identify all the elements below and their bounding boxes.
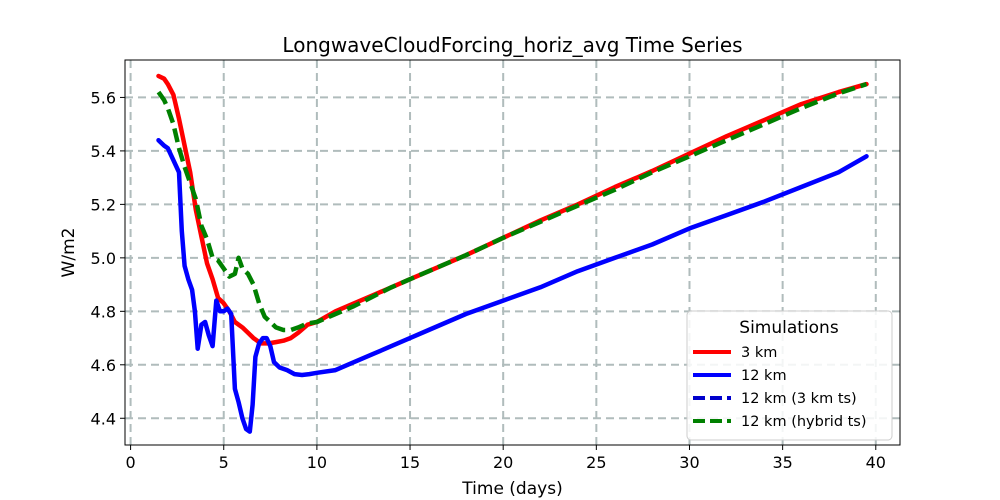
x-tick-label: 10 <box>307 453 327 472</box>
legend-box <box>686 310 893 441</box>
series-12km-line <box>156 137 869 434</box>
x-tick-label: 0 <box>125 453 135 472</box>
x-tick-label: 25 <box>586 453 606 472</box>
x-tick-label: 35 <box>772 453 792 472</box>
x-tick-label: 40 <box>866 453 886 472</box>
chart-title: LongwaveCloudForcing_horiz_avg Time Seri… <box>282 33 742 57</box>
legend-label-12km: 12 km <box>741 368 787 384</box>
plot-area <box>156 73 869 434</box>
axis-ticks: 0 5 10 15 20 25 30 35 40 4.4 4.6 4.8 5.0 5.2 5.4 5.6 <box>91 88 886 472</box>
y-tick-label: 4.6 <box>91 356 116 375</box>
y-axis-label: W/m2 <box>59 228 79 278</box>
x-axis-label: Time (days) <box>461 479 562 499</box>
x-tick-label: 30 <box>679 453 699 472</box>
y-tick-label: 4.4 <box>91 409 116 428</box>
legend: Simulations 3 km 12 km 12 km (3 km ts) 1… <box>686 310 893 441</box>
legend-label-3km: 3 km <box>741 345 777 361</box>
x-tick-label: 15 <box>400 453 420 472</box>
legend-label-12km-3km-ts: 12 km (3 km ts) <box>741 391 857 407</box>
legend-label-12km-hybrid-ts: 12 km (hybrid ts) <box>741 414 867 430</box>
plot-frame <box>124 59 901 446</box>
y-tick-label: 5.4 <box>91 142 116 161</box>
series-12km-hybrid-ts-line <box>156 81 868 333</box>
x-tick-label: 20 <box>493 453 513 472</box>
legend-title: Simulations <box>739 318 839 338</box>
y-tick-label: 4.8 <box>91 302 116 321</box>
y-tick-label: 5.2 <box>91 195 116 214</box>
y-tick-label: 5.6 <box>91 88 116 107</box>
y-tick-label: 5.0 <box>91 249 116 268</box>
x-tick-label: 5 <box>219 453 229 472</box>
